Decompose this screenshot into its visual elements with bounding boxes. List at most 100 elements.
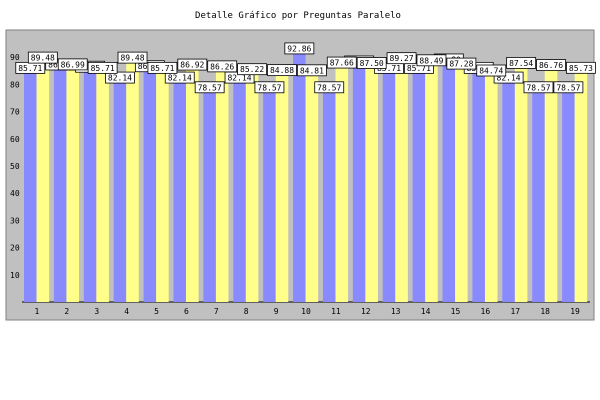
bar-series-a: [382, 68, 396, 302]
bar-series-a: [173, 78, 187, 303]
data-label: 87.66: [326, 56, 357, 69]
data-label: 85.22: [237, 63, 267, 76]
x-tick-label: 10: [301, 307, 311, 316]
x-tick-label: 17: [510, 307, 520, 316]
data-label: 88.49: [416, 54, 447, 67]
data-label-box: [117, 51, 148, 64]
data-label: 78.57: [254, 81, 285, 94]
data-label: 89.48: [117, 51, 148, 64]
data-label: 82.14: [493, 71, 524, 84]
data-label-box: [356, 57, 387, 69]
data-label-box: [506, 56, 537, 69]
data-label-box: [314, 81, 345, 94]
x-tick-label: 9: [274, 307, 279, 316]
x-tick-label: 11: [331, 307, 341, 316]
data-label-box: [207, 60, 238, 73]
y-tick-label: 10: [10, 271, 20, 280]
data-label: 92.86: [284, 42, 315, 55]
data-label: 89.48: [27, 51, 58, 64]
data-label-box: [27, 51, 58, 64]
bar-series-b: [395, 59, 408, 302]
data-label: 85.73: [566, 61, 596, 74]
data-label-text: 85.71: [377, 64, 401, 73]
data-label: 86.99: [57, 58, 88, 71]
data-label: 89.27: [386, 52, 417, 65]
data-label: 87.28: [446, 57, 477, 70]
x-tick-label: 19: [570, 307, 580, 316]
bar-series-b: [305, 71, 319, 302]
data-label-text: 78.57: [317, 83, 341, 92]
data-label-text: 87.66: [330, 59, 354, 68]
bar-series-b: [335, 63, 349, 302]
bars-group: [24, 49, 588, 303]
data-label: 85.71: [87, 61, 118, 74]
data-label-text: 86.99: [61, 60, 85, 69]
bar-series-b: [484, 71, 498, 302]
data-label-text: 85.71: [91, 64, 115, 73]
data-label: 85.71: [147, 61, 178, 74]
data-label-text: 89.48: [120, 54, 144, 63]
data-label-text: 89.27: [390, 54, 414, 63]
bar-series-a: [532, 88, 545, 302]
bar-series-b: [425, 61, 438, 302]
bar-series-a: [53, 65, 67, 302]
x-tick-label: 2: [64, 307, 69, 316]
data-label-box: [254, 81, 285, 94]
data-label-box: [267, 64, 297, 77]
data-label-box: [493, 71, 524, 84]
bar-series-b: [156, 68, 169, 302]
bar-series-a: [203, 88, 216, 302]
data-label-text: 92.86: [287, 44, 311, 53]
data-label-text: 82.14: [108, 74, 132, 83]
data-label-box: [177, 58, 208, 71]
data-label-text: 87.50: [360, 59, 384, 68]
data-label-text: 82.14: [497, 74, 521, 83]
data-label-box: [523, 81, 554, 94]
y-tick-label: 60: [10, 135, 20, 144]
data-label-text: 86.26: [210, 62, 234, 71]
bar-series-a: [352, 62, 366, 302]
x-tick-label: 16: [481, 307, 491, 316]
bar-series-a: [412, 68, 426, 302]
y-tick-label: 40: [10, 189, 20, 198]
bar-series-b: [36, 58, 50, 303]
data-label: 87.54: [506, 56, 537, 69]
data-label-box: [326, 56, 357, 69]
y-tick-label: 80: [10, 80, 20, 89]
data-label-box: [147, 61, 178, 74]
data-label-box: [284, 42, 315, 55]
x-tick-label: 7: [214, 307, 219, 316]
chart-title: Detalle Gráfico por Preguntas Paralelo: [195, 11, 401, 21]
data-label-text: 82.14: [227, 74, 251, 83]
data-label: 87.50: [356, 57, 387, 69]
x-tick-label: 15: [451, 307, 461, 316]
data-label: 85.71: [15, 61, 46, 74]
data-label-text: 85.73: [569, 64, 593, 73]
data-label-box: [237, 63, 267, 76]
bar-series-b: [215, 67, 229, 302]
y-axis-ticks: 10 20 30 40 50 60 70 80 90: [10, 53, 20, 280]
data-label: 78.57: [194, 81, 225, 94]
y-tick-label: 20: [10, 244, 20, 253]
bar-series-a: [322, 88, 336, 302]
data-label-text: 78.57: [526, 83, 550, 92]
data-label-box: [386, 52, 417, 65]
data-label-box: [566, 61, 596, 74]
data-label-text: 85.71: [407, 64, 431, 73]
data-label-text: 89.48: [31, 54, 55, 63]
y-tick-label: 50: [10, 162, 20, 171]
data-label-box: [536, 59, 566, 71]
data-label-text: 84.81: [300, 66, 324, 75]
data-label-box: [446, 57, 477, 70]
bar-series-b: [275, 71, 289, 302]
bar-series-b: [126, 58, 139, 303]
x-tick-label: 18: [540, 307, 550, 316]
data-label-box: [57, 58, 88, 71]
x-tick-label: 4: [124, 307, 129, 316]
data-label-box: [416, 54, 447, 67]
data-label-text: 86.76: [539, 61, 563, 70]
data-label-box: [194, 81, 225, 94]
data-label-text: 82.14: [168, 74, 192, 83]
bar-series-a: [143, 67, 157, 302]
